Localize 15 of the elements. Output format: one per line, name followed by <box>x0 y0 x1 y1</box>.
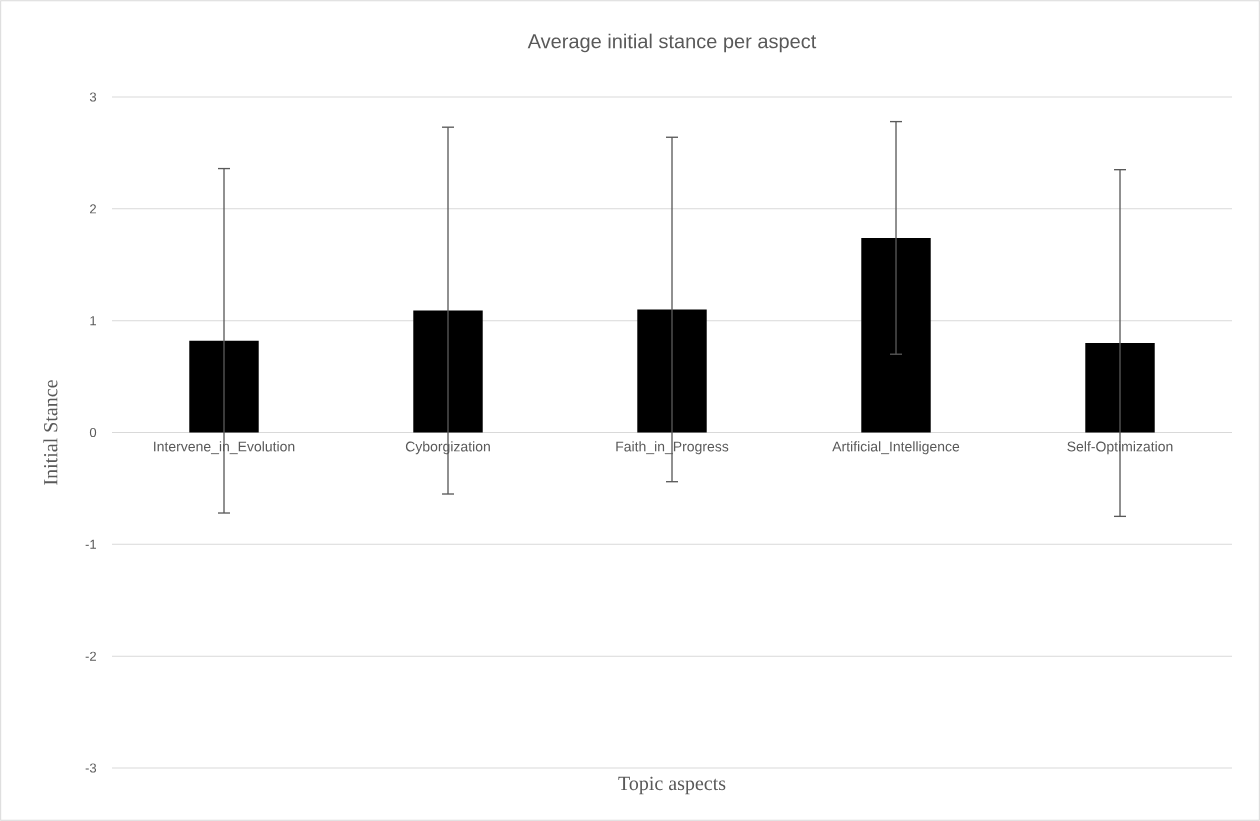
chart-title: Average initial stance per aspect <box>527 33 817 53</box>
y-axis-title: Initial Stance <box>43 380 58 485</box>
y-tick-label: 1 <box>90 316 96 326</box>
bar <box>413 310 483 433</box>
y-tick-label: 0 <box>89 427 97 438</box>
y-tick-label: 2 <box>90 204 96 214</box>
bar <box>189 340 259 433</box>
y-tick-label: 3 <box>89 92 97 102</box>
x-tick-label: Artificial_Intelligence <box>832 441 960 455</box>
x-axis-title: Topic aspects <box>618 776 726 795</box>
y-tick-label: -3 <box>85 763 97 773</box>
bar <box>1085 343 1155 433</box>
bar <box>637 309 707 433</box>
y-tick-label: -1 <box>85 539 96 549</box>
y-tick-label: -2 <box>85 651 96 661</box>
